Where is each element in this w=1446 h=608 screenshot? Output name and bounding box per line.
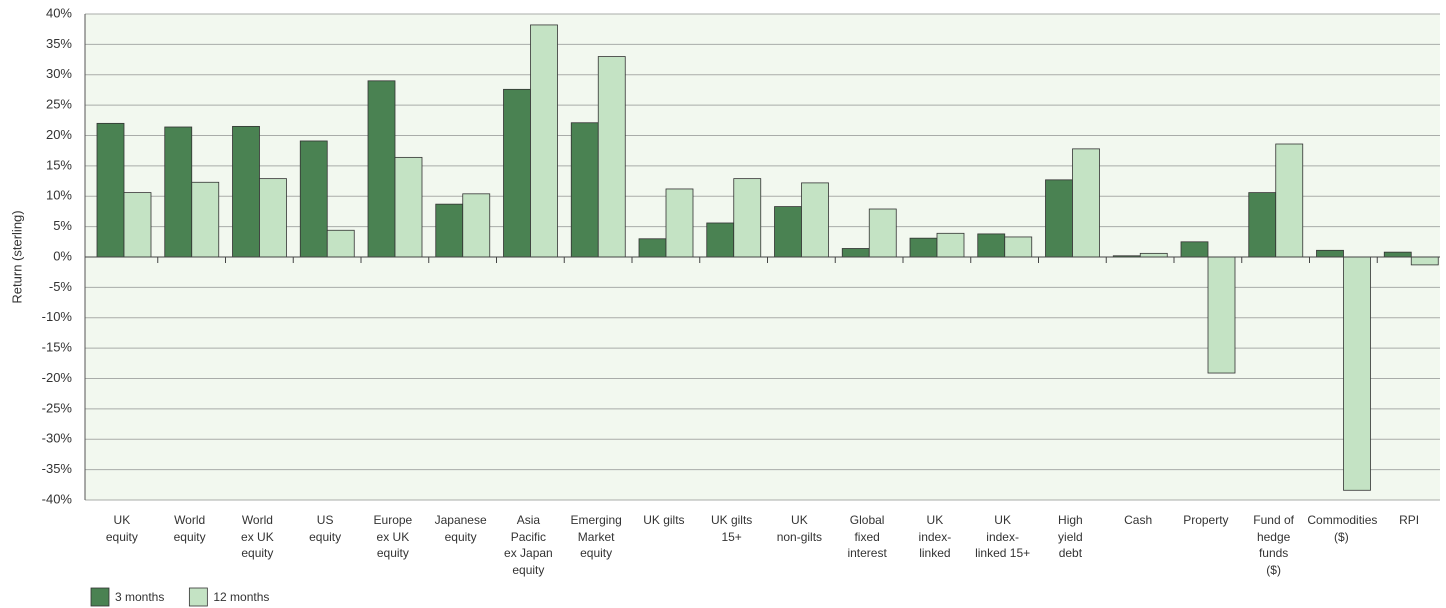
bar — [435, 203, 464, 258]
bar — [367, 80, 396, 258]
y-tick-label: -15% — [42, 340, 73, 355]
x-tick-label: World equity — [173, 513, 206, 544]
x-tick-label: Emerging Market equity — [570, 513, 622, 560]
x-tick-label: UK equity — [105, 513, 138, 544]
bar — [841, 248, 870, 258]
bar — [597, 56, 626, 258]
y-tick-label: -30% — [42, 431, 73, 446]
bar — [503, 88, 531, 258]
x-tick-label: UK gilts — [643, 513, 685, 527]
legend-label: 12 months — [213, 590, 269, 604]
bar — [123, 192, 152, 258]
bar — [1275, 143, 1304, 258]
x-tick-label: UK index- linked — [918, 513, 952, 560]
y-tick-label: -25% — [42, 400, 73, 415]
y-tick-label: -5% — [49, 279, 73, 294]
x-tick-label: High yield debt — [1058, 513, 1083, 560]
bar — [733, 178, 762, 258]
x-tick-label: UK non-gilts — [776, 513, 823, 544]
bar — [1180, 241, 1209, 258]
bar — [1316, 249, 1344, 258]
bar — [936, 232, 965, 258]
x-tick-label: World ex UK equity — [241, 513, 274, 560]
bar — [801, 182, 829, 258]
bar — [1410, 256, 1439, 266]
y-tick-label: 25% — [46, 97, 72, 112]
bar — [96, 122, 125, 258]
x-tick-label: Commodities ($) — [1307, 513, 1378, 544]
bar — [299, 140, 328, 258]
bar — [868, 208, 897, 258]
x-tick-label: RPI — [1399, 513, 1420, 527]
bar — [638, 238, 667, 258]
bar — [1004, 236, 1033, 258]
bar — [1045, 179, 1073, 258]
bar — [977, 233, 1006, 258]
bar — [570, 122, 599, 258]
bar — [394, 156, 423, 258]
y-tick-label: -35% — [42, 461, 73, 476]
bar — [706, 222, 735, 258]
x-tick-label: Europe ex UK equity — [373, 513, 413, 560]
bar — [1248, 192, 1277, 258]
bar — [1139, 252, 1168, 258]
x-tick-label: Global fixed interest — [847, 513, 887, 560]
y-tick-label: 5% — [53, 218, 72, 233]
bar — [164, 126, 193, 258]
bar — [1207, 256, 1236, 374]
x-tick-label: Property — [1183, 513, 1229, 527]
bar — [1383, 251, 1412, 258]
x-tick-label: Asia Pacific ex Japan equity — [504, 513, 553, 577]
bar — [232, 125, 260, 258]
y-tick-label: -20% — [42, 370, 73, 385]
bar — [530, 24, 558, 258]
y-tick-label: 0% — [53, 248, 72, 263]
bar — [774, 206, 802, 258]
y-tick-label: -10% — [42, 309, 73, 324]
y-tick-label: 15% — [46, 157, 72, 172]
x-tick-label: Japanese equity — [434, 513, 487, 544]
y-tick-label: 40% — [46, 5, 72, 20]
legend-swatch — [90, 587, 110, 607]
y-tick-label: 30% — [46, 66, 72, 81]
bar — [259, 178, 287, 258]
y-tick-label: 10% — [46, 188, 72, 203]
bar — [191, 181, 220, 258]
y-axis-title: Return (sterling) — [9, 210, 24, 303]
bar — [1343, 256, 1371, 491]
y-tick-label: 20% — [46, 127, 72, 142]
bar — [326, 229, 355, 258]
y-tick-label: 35% — [46, 36, 72, 51]
y-tick-label: -40% — [42, 491, 73, 506]
bar — [462, 193, 491, 258]
bar — [1072, 148, 1100, 258]
x-tick-label: US equity — [309, 513, 342, 544]
bar — [909, 237, 938, 258]
x-tick-label: Cash — [1124, 513, 1153, 527]
legend-label: 3 months — [115, 590, 164, 604]
bar — [665, 188, 694, 258]
x-tick-label: UK index- linked 15+ — [975, 513, 1031, 560]
legend-swatch — [188, 587, 208, 607]
x-tick-label: Fund of hedge funds ($) — [1253, 513, 1294, 577]
x-tick-label: UK gilts 15+ — [710, 513, 753, 544]
